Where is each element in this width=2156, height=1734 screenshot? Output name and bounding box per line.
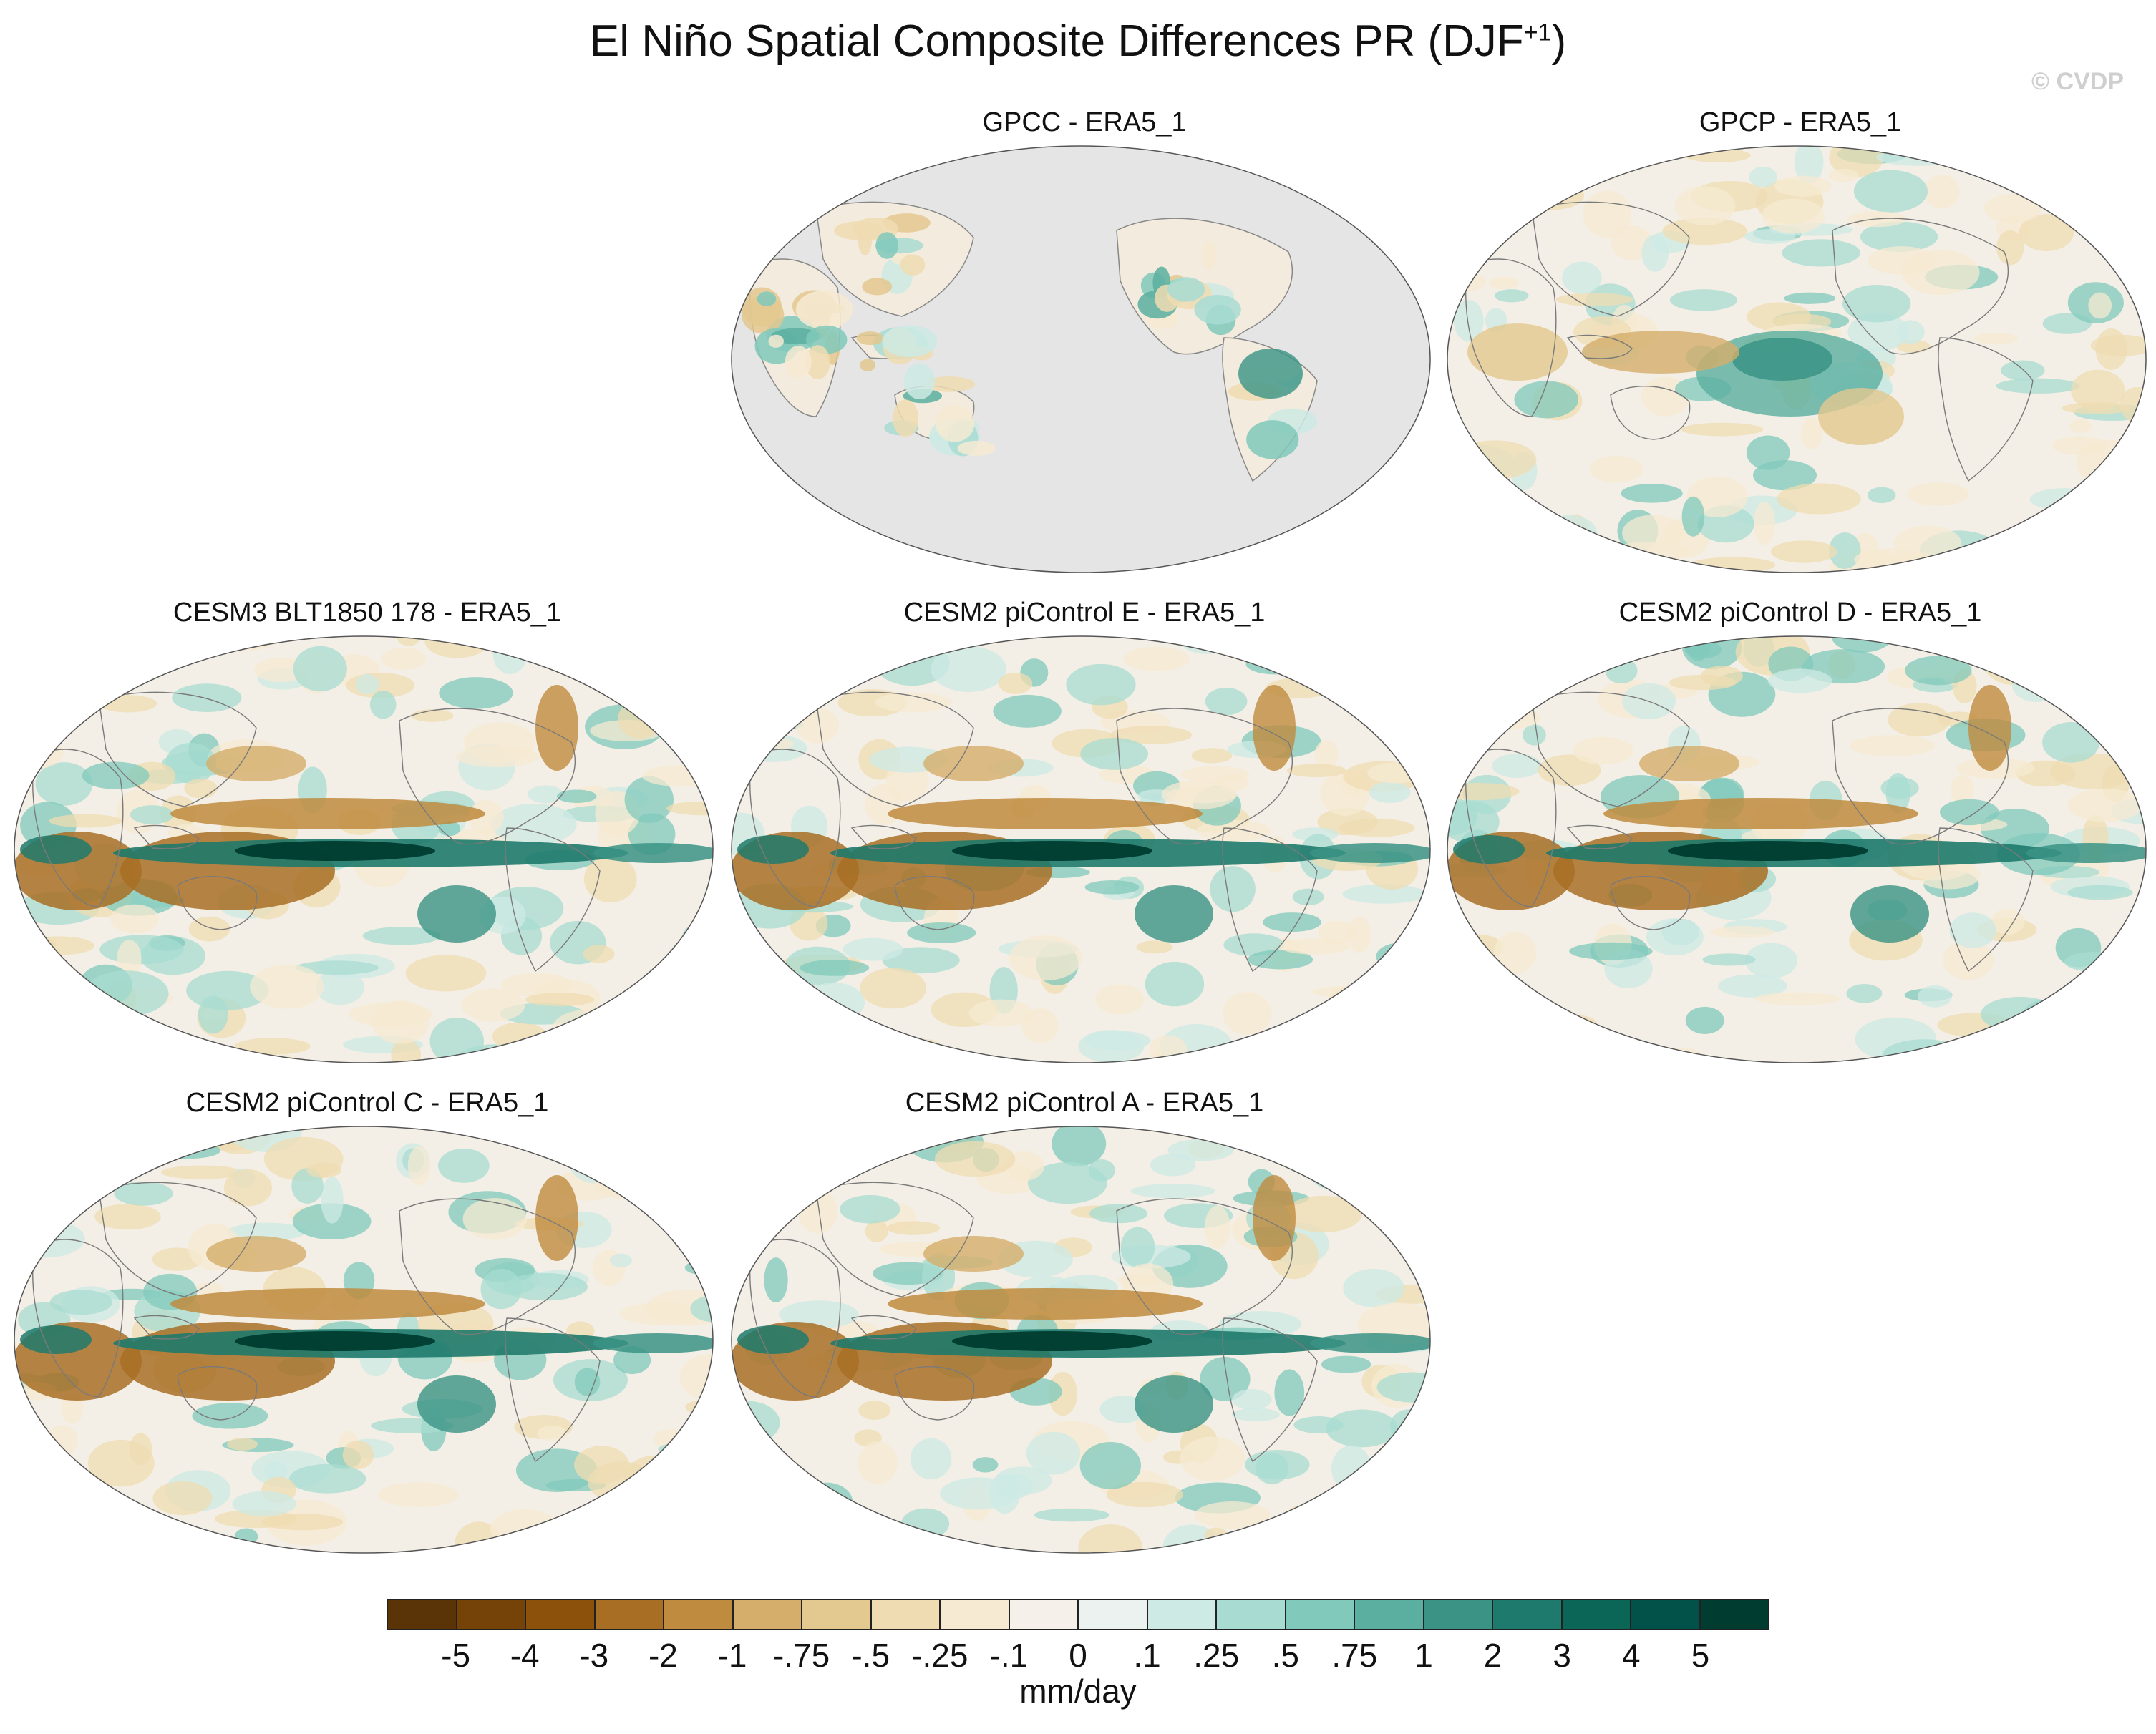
colorbar-tick-label: 4 — [1622, 1637, 1641, 1674]
colorbar-box — [1493, 1600, 1563, 1629]
map-panel-cesm2-c: CESM2 piControl C - ERA5_1 — [13, 1088, 722, 1554]
colorbar-box — [457, 1600, 526, 1629]
map-plot — [14, 635, 714, 1063]
colorbar-box — [871, 1600, 941, 1629]
colorbar-tick-label: .1 — [1133, 1637, 1161, 1674]
figure-title: El Niño Spatial Composite Differences PR… — [589, 16, 1567, 66]
map-panel-gpcc: GPCC - ERA5_1 — [730, 107, 1439, 573]
colorbar-tick-label: 1 — [1414, 1637, 1433, 1674]
watermark: © CVDP — [2031, 68, 2124, 95]
colorbar-box — [388, 1600, 457, 1629]
map-panel-cesm3-blt1850: CESM3 BLT1850 178 - ERA5_1 — [13, 598, 722, 1063]
map-plot — [14, 1126, 714, 1554]
panel-title: CESM2 piControl E - ERA5_1 — [903, 598, 1266, 628]
colorbar-box — [1700, 1600, 1768, 1629]
colorbar-box — [1631, 1600, 1701, 1629]
colorbar-box — [1355, 1600, 1424, 1629]
panel-title: GPCC - ERA5_1 — [982, 107, 1187, 137]
map-panel-gpcp: GPCP - ERA5_1 — [1446, 107, 2155, 573]
colorbar-box — [1286, 1600, 1355, 1629]
colorbar-tick-label: .25 — [1193, 1637, 1240, 1674]
map-plot — [1447, 635, 2147, 1063]
colorbar-tick-label: -.5 — [851, 1637, 890, 1674]
panel-title: CESM3 BLT1850 178 - ERA5_1 — [173, 598, 562, 628]
panel-title: CESM2 piControl D - ERA5_1 — [1618, 598, 1982, 628]
colorbar-tick-label: -2 — [648, 1637, 678, 1674]
colorbar-box — [1217, 1600, 1286, 1629]
colorbar-tick-label: .75 — [1331, 1637, 1378, 1674]
colorbar-tick-label: -3 — [579, 1637, 609, 1674]
colorbar — [387, 1599, 1769, 1630]
panel-title: CESM2 piControl A - ERA5_1 — [905, 1088, 1264, 1118]
colorbar-tick-label: 5 — [1691, 1637, 1710, 1674]
colorbar-box — [1562, 1600, 1631, 1629]
map-plot — [1447, 145, 2147, 573]
colorbar-box — [1424, 1600, 1493, 1629]
colorbar-tick-label: -4 — [510, 1637, 540, 1674]
colorbar-tick-label: -.1 — [989, 1637, 1029, 1674]
colorbar-box — [1009, 1600, 1079, 1629]
colorbar-box — [1147, 1600, 1217, 1629]
colorbar-tick-label: -1 — [717, 1637, 747, 1674]
colorbar-tick-label: -.25 — [911, 1637, 968, 1674]
map-panel-cesm2-d: CESM2 piControl D - ERA5_1 — [1446, 598, 2155, 1063]
colorbar-box — [595, 1600, 664, 1629]
colorbar-tick-label: -5 — [441, 1637, 471, 1674]
map-plot — [731, 145, 1431, 573]
colorbar-box — [1079, 1600, 1148, 1629]
map-plot — [731, 635, 1431, 1063]
map-plot — [731, 1126, 1431, 1554]
colorbar-box — [526, 1600, 596, 1629]
colorbar-tick-label: .5 — [1271, 1637, 1299, 1674]
map-panel-cesm2-a: CESM2 piControl A - ERA5_1 — [730, 1088, 1439, 1554]
colorbar-tick-label: -.75 — [772, 1637, 830, 1674]
colorbar-box — [733, 1600, 802, 1629]
panel-title: GPCP - ERA5_1 — [1699, 107, 1902, 137]
colorbar-tick-label: 3 — [1553, 1637, 1571, 1674]
colorbar-box — [664, 1600, 734, 1629]
colorbar-tick-label: 2 — [1483, 1637, 1502, 1674]
map-panel-cesm2-e: CESM2 piControl E - ERA5_1 — [730, 598, 1439, 1063]
colorbar-tick-label: 0 — [1069, 1637, 1087, 1674]
panel-title: CESM2 piControl C - ERA5_1 — [185, 1088, 549, 1118]
colorbar-units: mm/day — [1019, 1672, 1137, 1710]
colorbar-box — [802, 1600, 872, 1629]
colorbar-box — [941, 1600, 1010, 1629]
